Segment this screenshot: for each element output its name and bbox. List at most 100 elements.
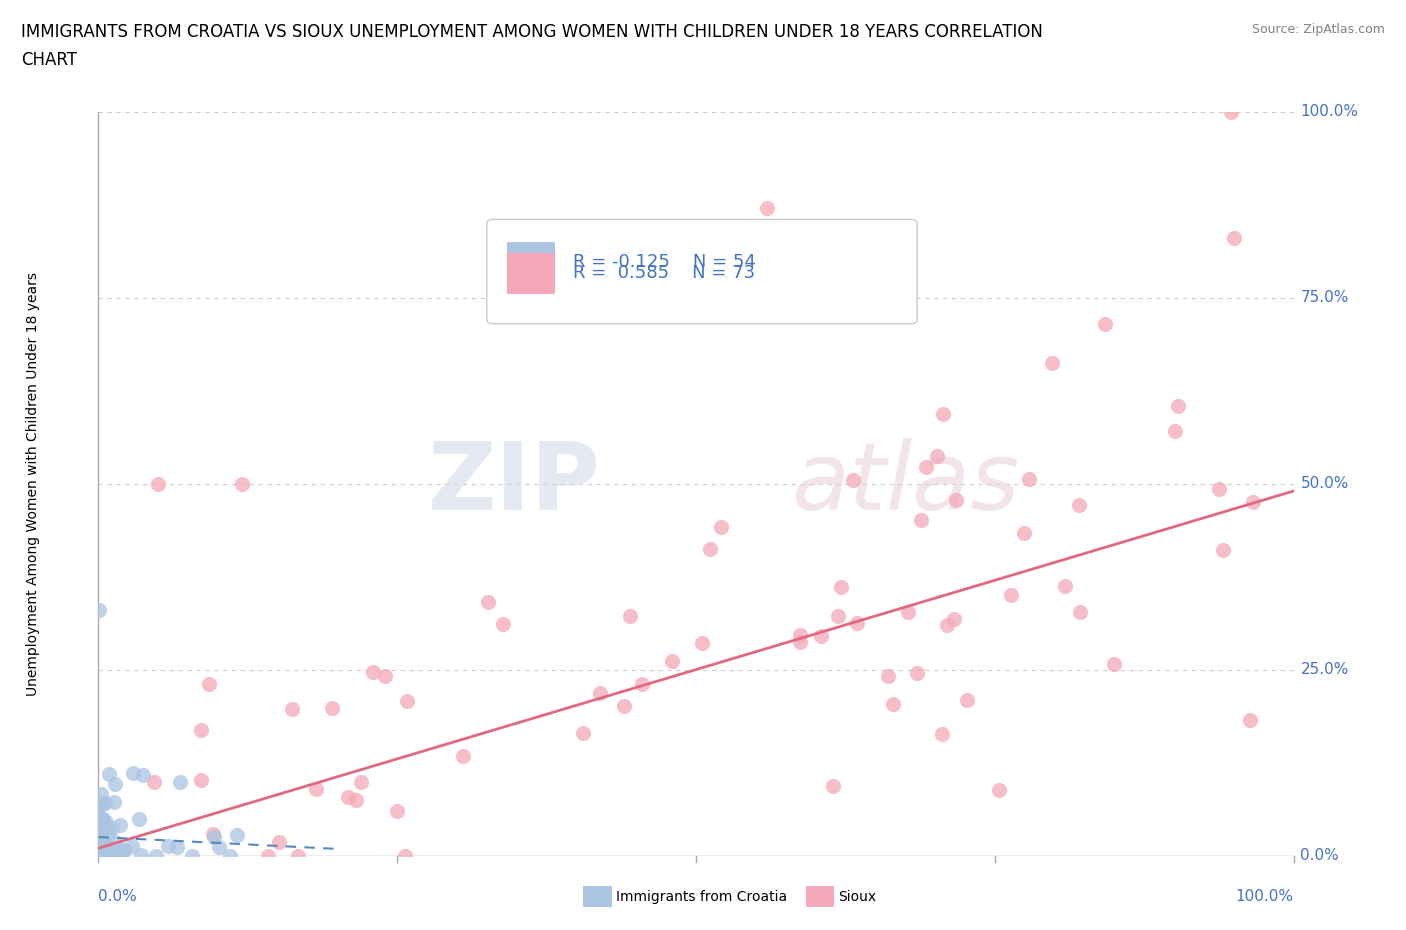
Point [90, 830, 112, 844]
Point [1069, 604, 1091, 619]
Point [350, 775, 373, 790]
Point [110, 817, 132, 832]
Point [956, 692, 979, 707]
Point [394, 848, 416, 863]
Text: Immigrants from Croatia: Immigrants from Croatia [616, 889, 787, 904]
Point [100, 844, 122, 858]
Point [90, 797, 112, 812]
Point [145, 848, 167, 863]
Point [128, 812, 150, 827]
Point [830, 580, 852, 595]
Point [1222, 231, 1246, 246]
Point [87, 830, 110, 844]
Point [321, 700, 343, 715]
Point [219, 848, 242, 863]
Point [90, 833, 112, 848]
Point [281, 702, 304, 717]
Point [148, 476, 170, 491]
Text: Sioux: Sioux [838, 889, 876, 904]
Text: 75.0%: 75.0% [1301, 290, 1348, 305]
Point [204, 830, 226, 844]
Point [190, 722, 212, 737]
Point [287, 848, 309, 863]
Text: ZIP: ZIP [427, 438, 600, 529]
Text: 100.0%: 100.0% [1301, 104, 1358, 119]
Point [87, 603, 110, 618]
Point [905, 666, 928, 681]
Point [385, 804, 408, 818]
Point [169, 774, 191, 789]
Point [1220, 104, 1243, 119]
Point [630, 677, 652, 692]
Point [453, 749, 475, 764]
Point [374, 669, 396, 684]
Point [336, 790, 359, 804]
Point [89, 845, 111, 860]
Point [89, 837, 111, 852]
Point [692, 635, 714, 650]
Point [190, 773, 212, 788]
Point [98, 767, 121, 782]
Point [927, 448, 949, 463]
Point [882, 697, 904, 711]
Point [90, 796, 112, 811]
Point [915, 459, 938, 474]
Point [208, 840, 231, 855]
Point [1069, 498, 1091, 512]
Point [1053, 578, 1076, 593]
Text: 25.0%: 25.0% [1301, 662, 1348, 677]
Bar [508, 242, 555, 283]
Point [90, 845, 112, 860]
Point [661, 654, 683, 669]
Text: atlas: atlas [792, 438, 1019, 529]
Point [181, 848, 204, 863]
Point [395, 694, 418, 709]
Text: 0.0%: 0.0% [98, 889, 138, 904]
Point [94, 848, 117, 863]
Point [1102, 656, 1125, 671]
Point [305, 782, 328, 797]
Text: IMMIGRANTS FROM CROATIA VS SIOUX UNEMPLOYMENT AMONG WOMEN WITH CHILDREN UNDER 18: IMMIGRANTS FROM CROATIA VS SIOUX UNEMPLO… [21, 23, 1043, 41]
Text: R =  0.585    N = 73: R = 0.585 N = 73 [572, 264, 755, 283]
Point [1000, 588, 1022, 603]
Point [198, 676, 221, 691]
Point [89, 797, 111, 812]
Text: R = -0.125    N = 54: R = -0.125 N = 54 [572, 253, 756, 272]
Text: Source: ZipAtlas.com: Source: ZipAtlas.com [1251, 23, 1385, 36]
Point [877, 669, 900, 684]
Point [827, 609, 849, 624]
Point [87, 817, 110, 832]
Point [936, 618, 959, 632]
Point [810, 629, 832, 644]
Point [142, 775, 165, 790]
Point [710, 519, 733, 534]
Point [931, 726, 953, 741]
Point [121, 839, 143, 854]
Point [97, 827, 120, 842]
Point [492, 617, 515, 631]
Point [103, 848, 125, 863]
Text: CHART: CHART [21, 51, 77, 69]
Point [94, 837, 117, 852]
Point [104, 846, 127, 861]
Point [94, 795, 117, 810]
Point [94, 815, 117, 830]
Text: 0.0%: 0.0% [1301, 848, 1339, 863]
Point [87, 841, 110, 856]
Point [1212, 543, 1234, 558]
Point [789, 634, 811, 649]
Point [112, 843, 135, 857]
Text: 100.0%: 100.0% [1236, 889, 1294, 904]
Point [101, 820, 124, 835]
Point [89, 827, 111, 842]
Point [1040, 356, 1063, 371]
Point [87, 812, 110, 827]
Point [96, 847, 118, 862]
Point [1094, 317, 1116, 332]
Point [132, 767, 155, 782]
Point [699, 542, 721, 557]
Point [943, 612, 966, 627]
Point [589, 686, 612, 701]
Point [104, 834, 127, 849]
Point [257, 848, 280, 863]
